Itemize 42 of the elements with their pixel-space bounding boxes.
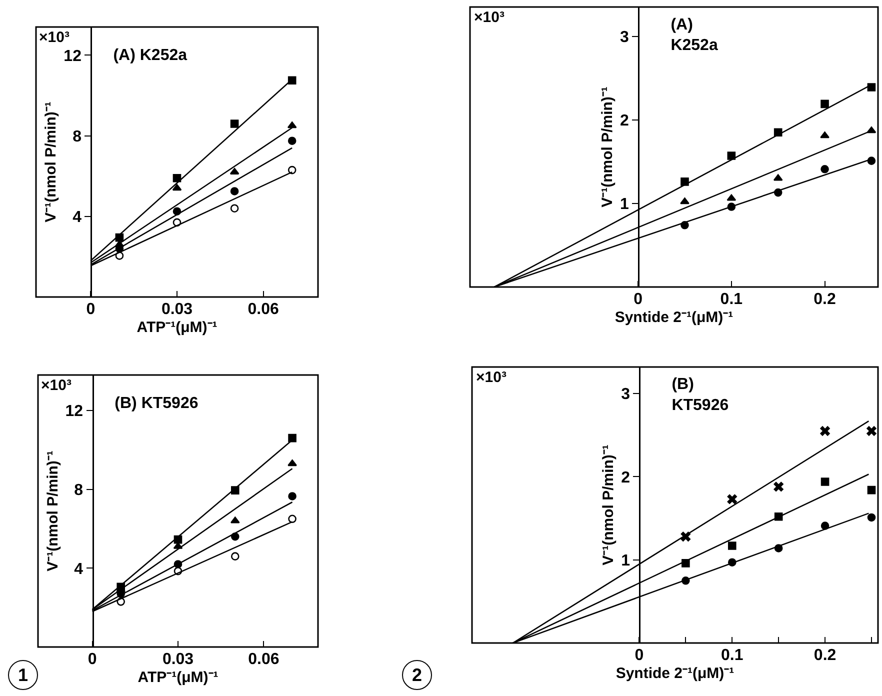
text: (A) K252a <box>670 16 718 54</box>
y-tick-label: 3 <box>621 386 630 404</box>
x-tick-label: 0 <box>634 647 644 664</box>
x-axis-title: Syntide 2⁻¹(μM)⁻¹ <box>614 309 734 326</box>
y-tick-label: 1 <box>620 196 629 214</box>
y-tick-label: 3 <box>620 28 629 46</box>
x-axis-title: ATP⁻¹(μM)⁻¹ <box>138 669 218 686</box>
y-axis-title: V⁻¹(nmol P/min)⁻¹ <box>42 102 60 222</box>
y-tick-label: 8 <box>74 482 84 499</box>
y-tick-label: 2 <box>621 469 630 486</box>
x-tick-label: 0.2 <box>814 647 836 664</box>
y-tick-label: 12 <box>64 48 82 65</box>
text: (B) KT5926 <box>114 394 198 412</box>
x-tick-label: 0.1 <box>720 291 743 308</box>
x-axis-title: Syntide 2⁻¹(μM)⁻¹ <box>616 665 734 682</box>
x-tick-label: 0.03 <box>161 301 193 318</box>
y-axis-title: V⁻¹(nmol P/min)⁻¹ <box>600 444 618 566</box>
y-axis-title: V⁻¹(nmol P/min)⁻¹ <box>598 86 616 208</box>
y-axis-title: V⁻¹(nmol P/min)⁻¹ <box>44 450 62 572</box>
circled-number: 2 <box>402 660 432 690</box>
x-axis-title: ATP⁻¹(μM)⁻¹ <box>136 319 218 336</box>
annotation: ×10³ <box>474 9 504 26</box>
x-tick-label: 0.1 <box>721 647 744 664</box>
circled-number: 1 <box>8 660 38 690</box>
y-tick-label: 4 <box>72 209 82 226</box>
y-tick-label: 8 <box>72 128 82 146</box>
text: (B) KT5926 <box>672 376 729 414</box>
y-tick-label: 2 <box>620 112 629 130</box>
x-tick-label: 0 <box>634 291 643 308</box>
x-tick-label: 0.2 <box>814 291 836 308</box>
x-tick-label: 0 <box>88 651 97 668</box>
x-tick-label: 0.03 <box>162 651 194 668</box>
annotation: ×10³ <box>476 369 506 386</box>
y-tick-label: 12 <box>65 403 84 420</box>
x-tick-label: 0.06 <box>248 301 279 318</box>
annotation: ×10³ <box>41 377 72 394</box>
text: (A) K252a <box>113 46 188 64</box>
x-tick-label: 0 <box>86 301 96 318</box>
y-tick-label: 1 <box>621 552 630 570</box>
y-tick-label: 4 <box>74 560 84 578</box>
x-tick-label: 0.06 <box>248 651 280 668</box>
annotation: ×10³ <box>39 29 70 46</box>
